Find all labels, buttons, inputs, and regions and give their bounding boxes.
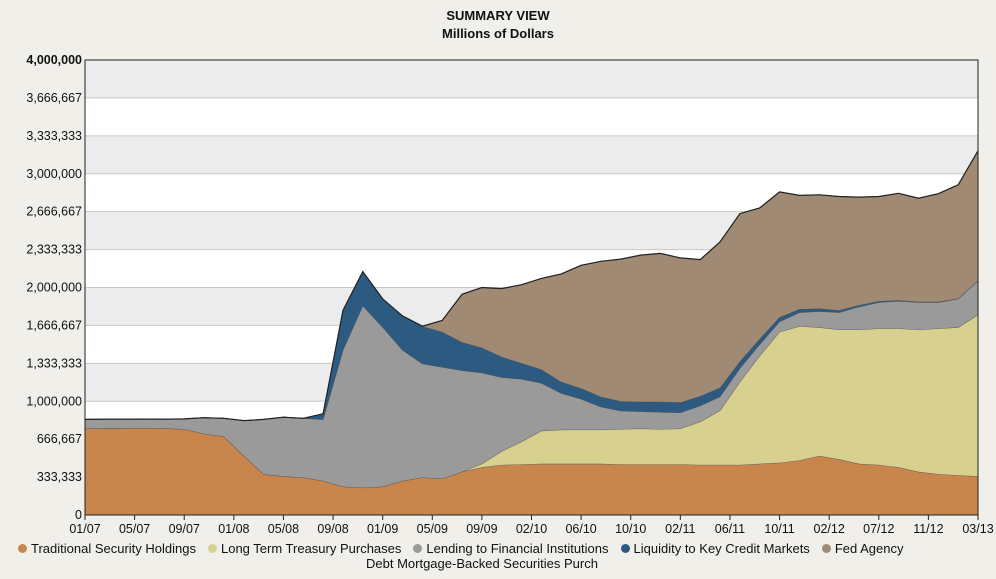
y-tick-label: 2,333,333 [26,243,82,257]
legend-swatch [207,544,217,553]
area-series-1 [85,314,978,488]
summary-area-chart: 0 333,333 666,667 1,000,000 1,333,333 1,666,6… [26,53,993,536]
area-series-0 [85,428,978,515]
x-tick-label: 10/11 [764,522,794,536]
y-tick-label: 4,000,000 [26,53,82,67]
y-tick-label: 2,666,667 [26,205,82,219]
y-tick-label: 3,333,333 [26,129,82,143]
legend-item: Fed Agency [821,541,904,556]
legend-item: Long Term Treasury Purchases [207,541,402,556]
x-tick-label: 01/07 [69,522,100,536]
x-tick-label: 02/10 [516,522,547,536]
chart-subtitle-text: Millions of Dollars [442,26,554,41]
area-series-4 [85,150,978,421]
x-tick-label: 11/12 [913,522,943,536]
legend-swatch [620,544,630,553]
x-tick-label: 05/08 [268,522,299,536]
area-series-2 [85,280,978,488]
y-tick-label: 666,667 [37,432,82,446]
legend-label: Liquidity to Key Credit Markets [633,541,810,556]
x-tick-label: 09/07 [169,522,200,536]
chart-title: SUMMARY VIEW Millions of Dollars [0,7,996,43]
legend-swatch [18,544,27,553]
y-tick-label: 333,333 [37,470,82,484]
total-outline [84,150,979,422]
legend-label: Lending to Financial Institutions [426,541,609,556]
x-tick-label: 01/08 [218,522,249,536]
x-tick-label: 02/11 [665,522,695,536]
chart-legend: Traditional Security Holdings Long Term T… [18,541,993,571]
legend-item: Traditional Security Holdings [18,541,196,556]
legend-label-continued: Debt Mortgage-Backed Securities Purch [366,556,598,571]
x-tick-label: 07/12 [863,522,894,536]
y-tick-label: 0 [75,508,82,522]
legend-label: Fed Agency [834,541,904,556]
legend-row-continued: Debt Mortgage-Backed Securities Purch [366,556,993,571]
x-tick-label: 05/09 [417,522,448,536]
x-tick-label: 02/12 [814,522,845,536]
grid-band [85,60,978,98]
y-tick-label: 1,000,000 [26,394,82,408]
x-tick-label: 06/11 [715,522,745,536]
x-tick-label: 06/10 [565,522,596,536]
y-tick-label: 1,333,333 [26,356,82,370]
legend-label: Traditional Security Holdings [31,541,196,556]
x-tick-label: 05/07 [119,522,150,536]
grid-band [85,135,978,174]
legend-item: Liquidity to Key Credit Markets [620,541,810,556]
legend-item: Lending to Financial Institutions [413,541,609,556]
y-tick-label: 3,000,000 [26,167,82,181]
legend-label: Long Term Treasury Purchases [220,541,402,556]
legend-row: Traditional Security Holdings Long Term T… [18,541,993,556]
y-tick-label: 1,666,667 [26,318,82,332]
y-tick-label: 3,666,667 [26,91,82,105]
x-tick-label: 01/09 [367,522,398,536]
x-tick-label: 09/09 [466,522,497,536]
area-series-edge-1 [84,314,979,489]
legend-swatch [413,544,423,553]
y-tick-label: 2,000,000 [26,281,82,295]
x-tick-label: 03/13 [962,522,993,536]
x-tick-label: 09/08 [317,522,348,536]
x-tick-label: 10/10 [615,522,646,536]
chart-title-text: SUMMARY VIEW [446,8,550,23]
legend-swatch [821,544,831,553]
